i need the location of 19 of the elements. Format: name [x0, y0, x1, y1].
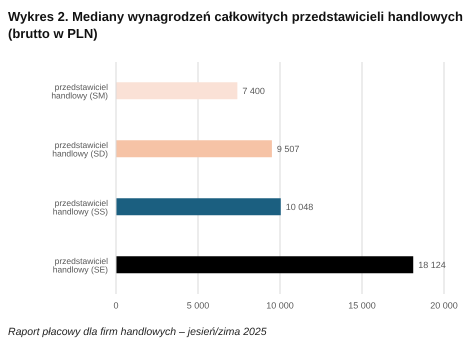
data-label: 10 048 [286, 202, 314, 212]
x-tick-label: 10 000 [266, 300, 294, 310]
data-label: 18 124 [418, 260, 446, 270]
y-tick-label: przedstawiciel handlowy (SD) [52, 140, 108, 158]
x-tick-label: 5 000 [186, 300, 210, 310]
data-label: 9 507 [276, 144, 300, 154]
y-tick-label: przedstawiciel handlowy (SM) [51, 82, 108, 100]
chart-title: Wykres 2. Mediany wynagrodzeń całkowitych przedstawicieli handlowych (brutto w PLN) [8, 8, 464, 42]
y-tick-label: przedstawiciel handlowy (SE) [52, 256, 108, 274]
bar [116, 198, 281, 216]
text: Raport płacowy dla firm handlowych – jesień/zima 2025 [8, 326, 268, 338]
y-tick-label: przedstawiciel handlowy (SS) [52, 198, 108, 216]
x-tick-label: 0 [113, 300, 119, 310]
bar [116, 256, 414, 274]
bar [116, 82, 238, 100]
x-tick-label: 15 000 [348, 300, 376, 310]
bar [116, 140, 272, 158]
x-tick-label: 20 000 [430, 300, 458, 310]
data-label: 7 400 [242, 86, 265, 96]
